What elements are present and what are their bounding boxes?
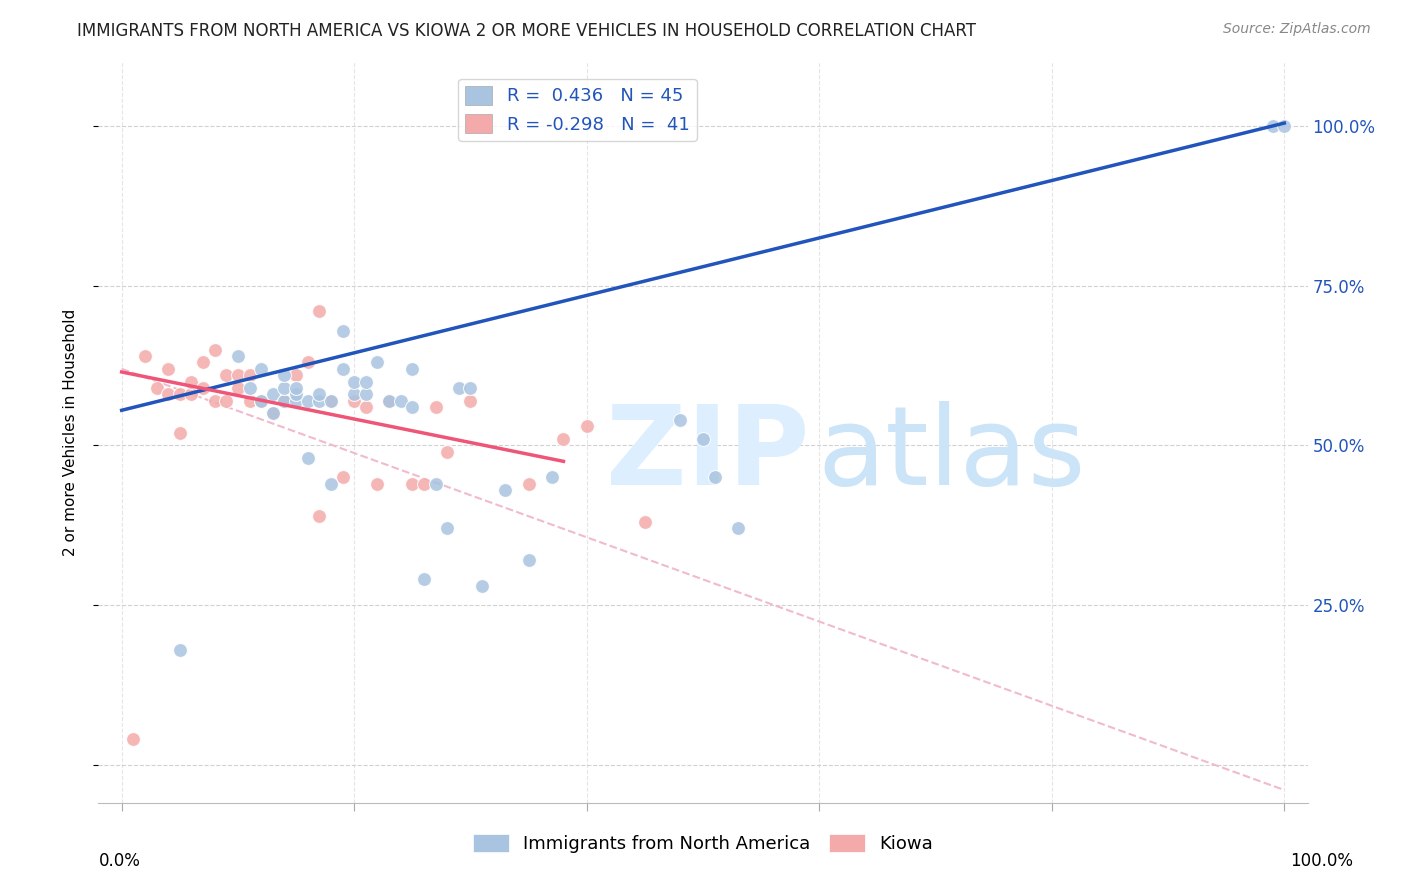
Point	[319, 476, 342, 491]
Point	[354, 387, 377, 401]
Legend: Immigrants from North America, Kiowa: Immigrants from North America, Kiowa	[465, 827, 941, 861]
Point	[378, 393, 401, 408]
Point	[366, 476, 388, 491]
Point	[332, 324, 354, 338]
Point	[262, 407, 284, 421]
Point	[226, 381, 249, 395]
Point	[250, 393, 273, 408]
Point	[226, 349, 249, 363]
Point	[425, 476, 447, 491]
Point	[354, 375, 377, 389]
Point	[226, 368, 249, 383]
Point	[494, 483, 516, 497]
Text: IMMIGRANTS FROM NORTH AMERICA VS KIOWA 2 OR MORE VEHICLES IN HOUSEHOLD CORRELATI: IMMIGRANTS FROM NORTH AMERICA VS KIOWA 2…	[77, 22, 976, 40]
Point	[297, 355, 319, 369]
Point	[540, 470, 562, 484]
Point	[413, 573, 436, 587]
Point	[634, 515, 657, 529]
Point	[273, 381, 295, 395]
Point	[215, 368, 238, 383]
Point	[285, 393, 308, 408]
Point	[425, 400, 447, 414]
Point	[308, 393, 330, 408]
Text: 100.0%: 100.0%	[1291, 852, 1353, 870]
Text: 0.0%: 0.0%	[98, 852, 141, 870]
Point	[692, 432, 714, 446]
Point	[250, 361, 273, 376]
Point	[517, 553, 540, 567]
Point	[191, 355, 214, 369]
Point	[169, 642, 191, 657]
Point	[553, 432, 575, 446]
Point	[703, 470, 725, 484]
Point	[343, 387, 366, 401]
Point	[366, 355, 388, 369]
Point	[157, 387, 180, 401]
Point	[169, 387, 191, 401]
Point	[727, 521, 749, 535]
Point	[204, 343, 226, 357]
Point	[273, 368, 295, 383]
Point	[308, 387, 330, 401]
Point	[215, 393, 238, 408]
Point	[180, 375, 202, 389]
Point	[354, 400, 377, 414]
Point	[436, 444, 458, 458]
Point	[343, 393, 366, 408]
Point	[319, 393, 342, 408]
Point	[332, 470, 354, 484]
Point	[668, 413, 690, 427]
Point	[157, 361, 180, 376]
Point	[378, 393, 401, 408]
Point	[297, 451, 319, 466]
Point	[436, 521, 458, 535]
Point	[447, 381, 470, 395]
Point	[169, 425, 191, 440]
Text: ZIP: ZIP	[606, 401, 810, 508]
Point	[273, 393, 295, 408]
Point	[191, 381, 214, 395]
Point	[460, 393, 482, 408]
Point	[134, 349, 156, 363]
Y-axis label: 2 or more Vehicles in Household: 2 or more Vehicles in Household	[63, 309, 77, 557]
Point	[262, 407, 284, 421]
Point	[1261, 120, 1284, 134]
Point	[401, 476, 423, 491]
Point	[285, 368, 308, 383]
Point	[239, 368, 262, 383]
Point	[239, 393, 262, 408]
Point	[145, 381, 167, 395]
Point	[122, 731, 145, 746]
Point	[319, 393, 342, 408]
Point	[273, 393, 295, 408]
Point	[285, 381, 308, 395]
Point	[517, 476, 540, 491]
Point	[389, 393, 412, 408]
Point	[460, 381, 482, 395]
Point	[332, 361, 354, 376]
Point	[239, 381, 262, 395]
Point	[343, 375, 366, 389]
Point	[401, 361, 423, 376]
Point	[1272, 120, 1295, 134]
Point	[575, 419, 598, 434]
Text: atlas: atlas	[818, 401, 1087, 508]
Point	[401, 400, 423, 414]
Point	[471, 579, 494, 593]
Point	[180, 387, 202, 401]
Point	[308, 508, 330, 523]
Point	[297, 393, 319, 408]
Text: Source: ZipAtlas.com: Source: ZipAtlas.com	[1223, 22, 1371, 37]
Point	[413, 476, 436, 491]
Point	[204, 393, 226, 408]
Point	[285, 387, 308, 401]
Point	[308, 304, 330, 318]
Point	[262, 387, 284, 401]
Point	[250, 393, 273, 408]
